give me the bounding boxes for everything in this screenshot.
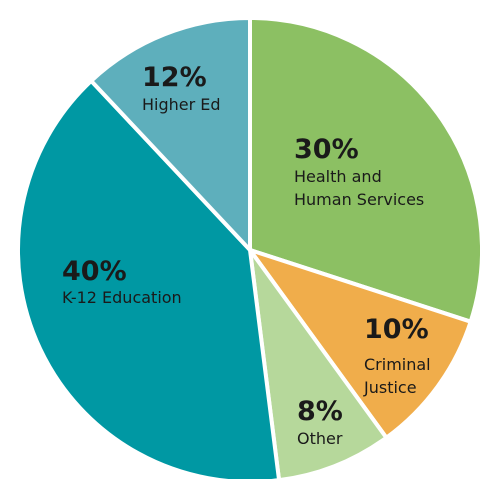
- label-line: K-12 Education: [62, 288, 182, 307]
- percent-label: 10%: [364, 314, 429, 345]
- slice-label: Other: [297, 429, 343, 448]
- slice-label: Health and Human Services: [294, 167, 424, 209]
- pie-slice: [16, 78, 281, 479]
- label-line: Health and: [294, 167, 387, 186]
- slice-label: Criminal Justice: [363, 355, 436, 397]
- percent-label: 40%: [62, 256, 127, 287]
- label-line: Justice: [363, 378, 417, 397]
- pie-slice: [248, 16, 480, 324]
- percent-label: 8%: [297, 396, 343, 427]
- label-line: Higher Ed: [142, 95, 221, 114]
- pie-slice: [248, 248, 389, 479]
- pie-slice: [89, 16, 252, 252]
- percent-label: 30%: [294, 134, 359, 165]
- percent-label: 12%: [142, 62, 207, 93]
- slice-label: K-12 Education: [62, 288, 182, 307]
- label-line: Criminal: [364, 355, 436, 374]
- slice-label: Higher Ed: [142, 95, 221, 114]
- label-line: Other: [297, 429, 343, 448]
- label-line: Human Services: [294, 190, 424, 209]
- pie-slice: [248, 248, 473, 440]
